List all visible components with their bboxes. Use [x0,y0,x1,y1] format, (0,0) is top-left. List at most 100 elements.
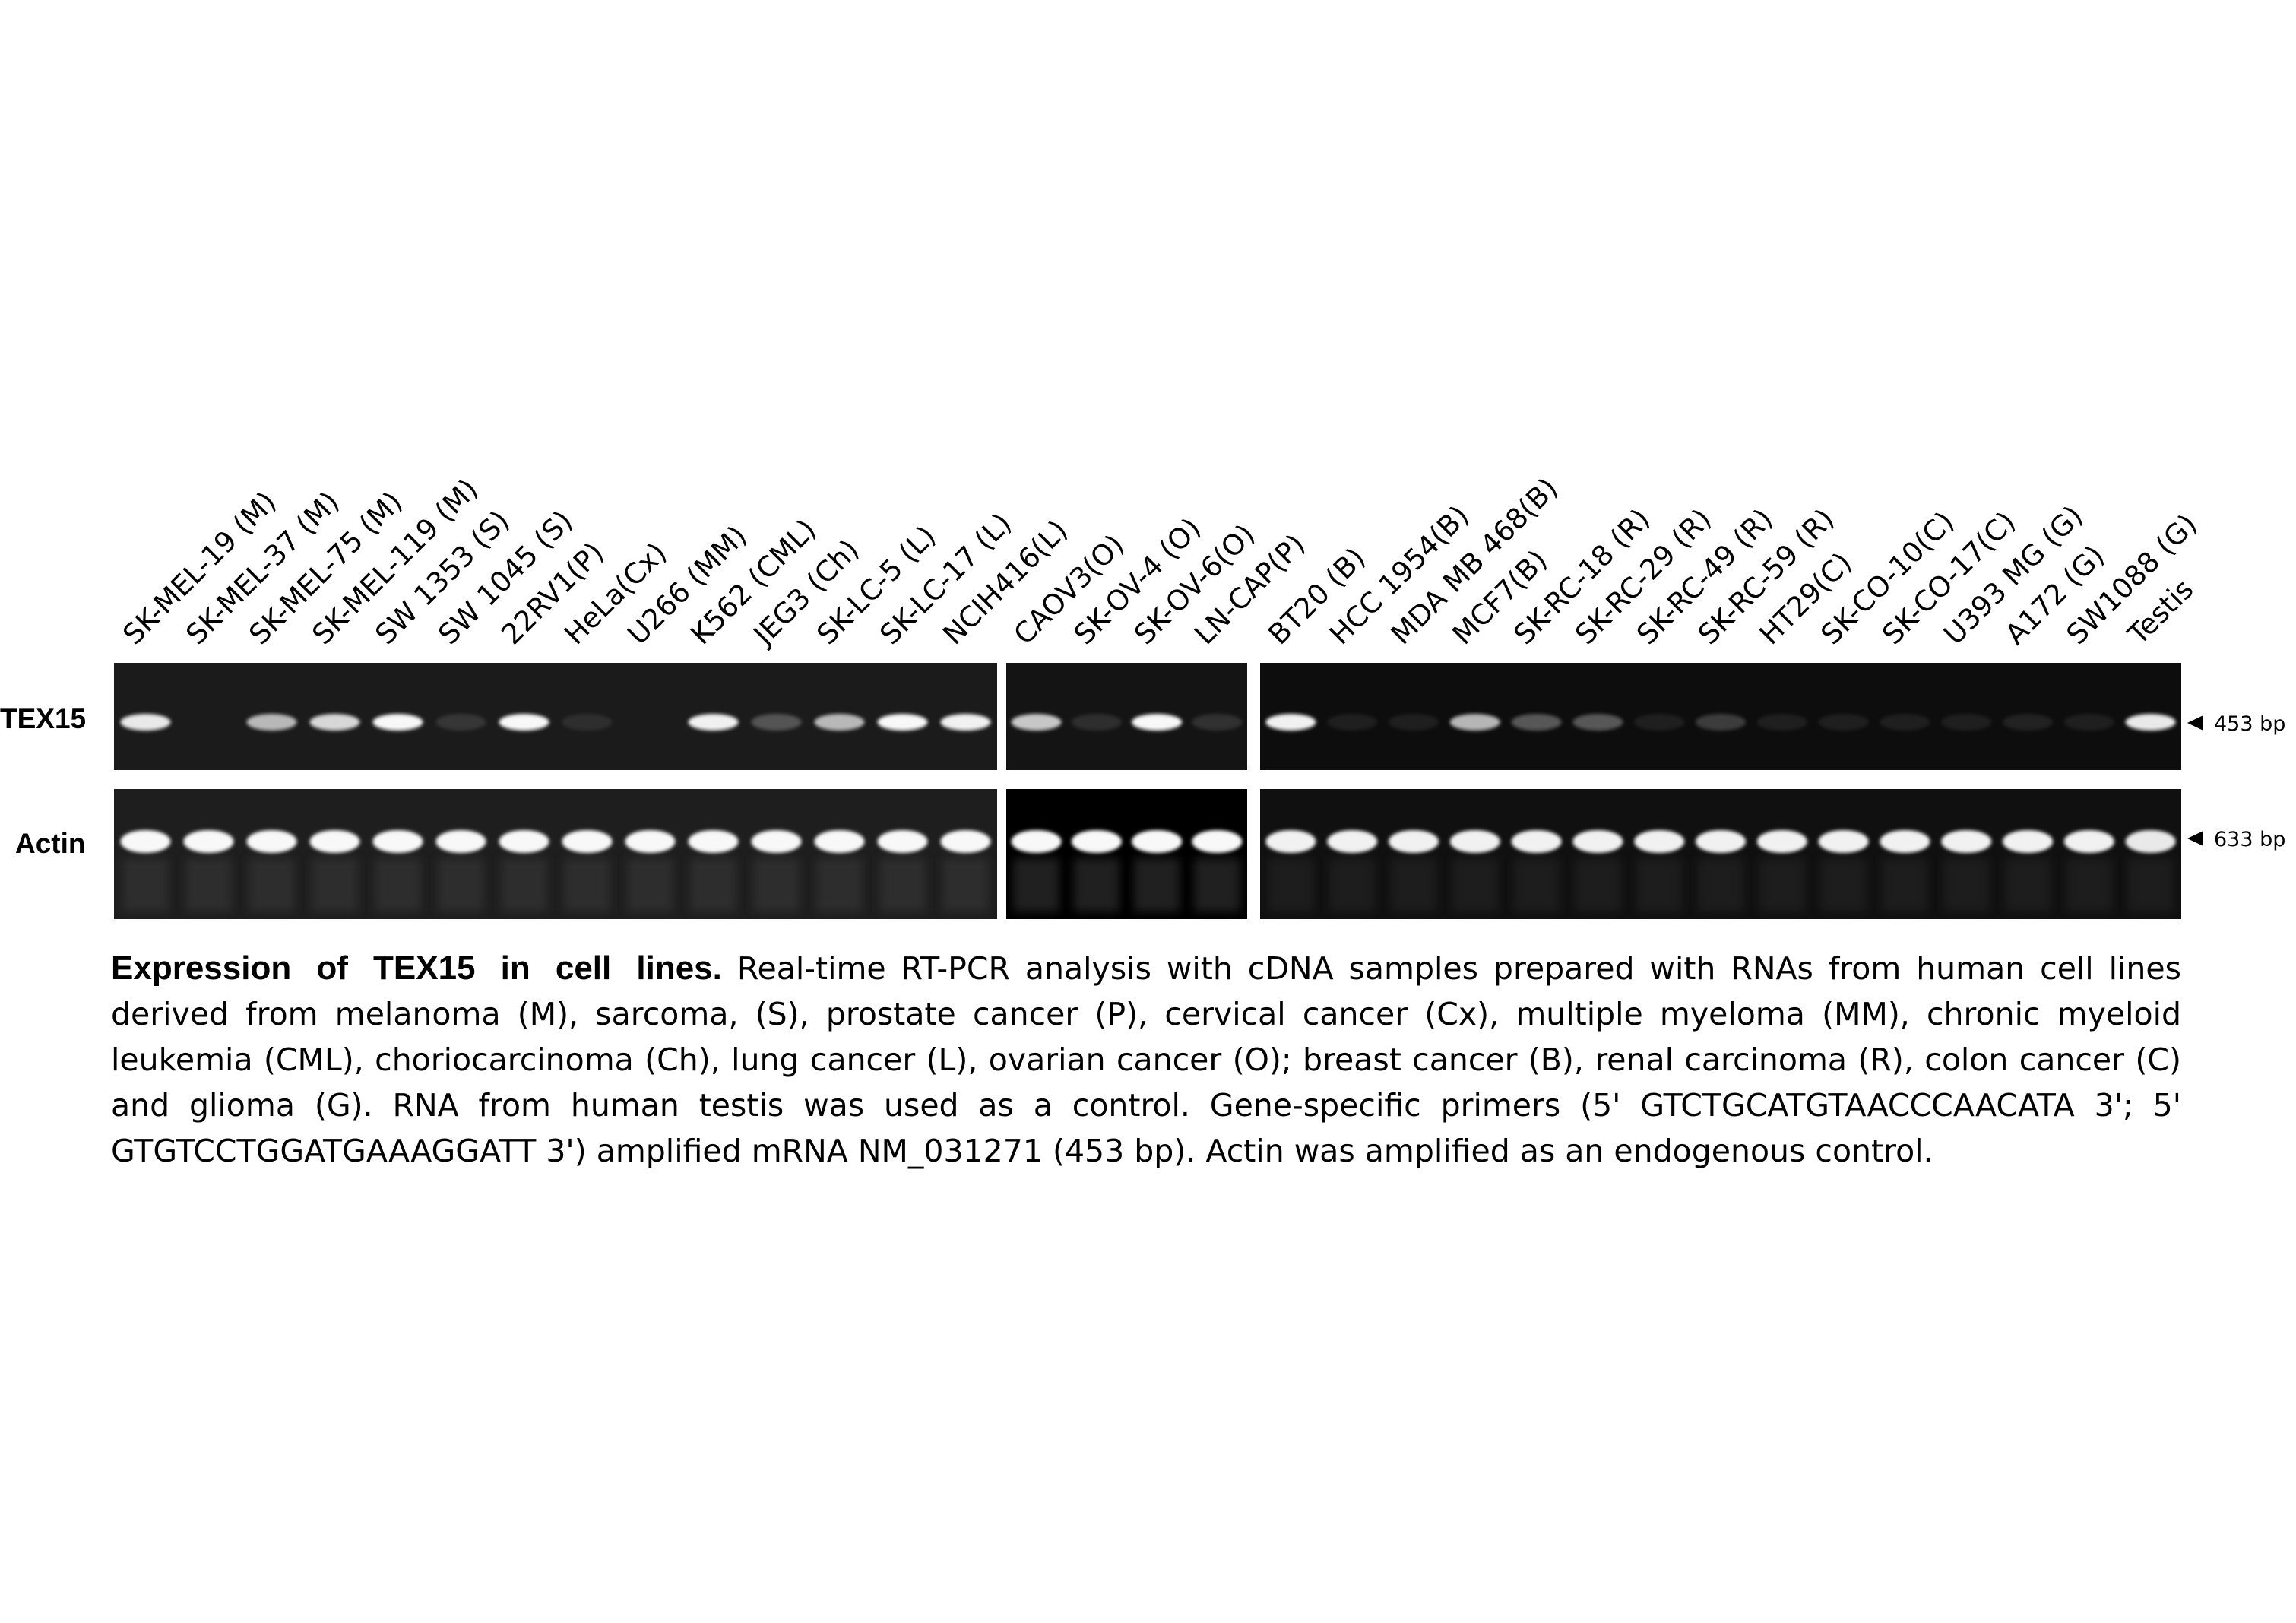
gel-band [435,714,486,731]
lane-smear [1575,858,1621,911]
gel-band [688,830,739,853]
gel-band [2125,714,2176,731]
gel-band [1634,830,1685,853]
gel-band [499,714,549,731]
gel-band [309,714,360,731]
lane-smear [438,858,484,911]
lane-smear [122,858,169,911]
gel-band [1449,714,1500,731]
lane-smear [1943,858,1990,911]
lane-smear [185,858,232,911]
gel-bands [120,714,2176,911]
actin-panel-1 [114,789,997,919]
gel-band [688,714,739,731]
gel-band [814,714,865,731]
gel-band [120,714,171,731]
gel-band [120,830,171,853]
gel-band [1818,830,1869,853]
gel-band [877,714,928,731]
gel-band [246,714,297,731]
lane-smear [1636,858,1683,911]
gel-band [1572,830,1623,853]
gel-band [940,714,991,731]
lane-smear [2127,858,2174,911]
lane-smear [2066,858,2112,911]
gel-band [1941,714,1992,731]
gel-band [1696,714,1746,731]
lane-smear [564,858,610,911]
lane-smear [942,858,989,911]
gel-band [1880,714,1930,731]
lane-smear [375,858,421,911]
lane-smear [753,858,800,911]
lane-smear [1268,858,1314,911]
lane-smear [501,858,547,911]
gel-band [562,714,613,731]
gel-band [1265,830,1316,853]
gel-band [2003,714,2053,731]
gel-band [1011,714,1062,731]
gel-band [940,830,991,853]
lane-smear [1391,858,1436,911]
gel-band [1696,830,1746,853]
gel-band [1880,830,1930,853]
lane-smear [1820,858,1867,911]
gel-band [1192,714,1243,731]
tex15-panel-1 [114,663,997,770]
gel-band [1756,714,1807,731]
gel-band [2063,714,2114,731]
gel-band [1011,830,1062,853]
lane-smear [1013,858,1059,911]
gel-band [1572,714,1623,731]
actin-size-arrow-icon [2187,831,2203,846]
lane-smear [1134,858,1180,911]
gel-band [814,830,865,853]
gel-band [372,714,423,731]
lane-smear [1513,858,1560,911]
tex15-size-label: 453 bp [2214,712,2285,736]
lane-smear [627,858,673,911]
lane-smear [1698,858,1743,911]
actin-row-label: Actin [15,828,86,859]
lane-smear [1759,858,1805,911]
gel-band [1511,830,1562,853]
gel-band [625,830,676,853]
lane-smear [1452,858,1498,911]
gel-band [1818,714,1869,731]
gel-band [435,830,486,853]
gel-band [562,830,613,853]
gel-band [1634,714,1685,731]
gel-band [1265,714,1316,731]
caption-body: Real-time RT-PCR analysis with cDNA samp… [111,950,2181,1169]
gel-band [1071,714,1122,731]
gel-band [751,714,802,731]
gel-band [246,830,297,853]
gel-band [1071,830,1122,853]
gel-band [1756,830,1807,853]
caption-title: Expression of TEX15 in cell lines. [111,949,722,987]
lane-labels: SK-MEL-19 (M)SK-MEL-37 (M)SK-MEL-75 (M)S… [116,471,2203,651]
gel-band [499,830,549,853]
gel-band [751,830,802,853]
gel-band [2125,830,2176,853]
lane-smear [249,858,295,911]
gel-band [1449,830,1500,853]
gel-band [2063,830,2114,853]
gel-band [372,830,423,853]
gel-band [877,830,928,853]
lane-smear [1194,858,1240,911]
gel-band [2003,830,2053,853]
gel-band [309,830,360,853]
lane-smear [879,858,926,911]
gel-band [1941,830,1992,853]
gel-band [1389,830,1439,853]
lane-smear [312,858,358,911]
figure-caption: Expression of TEX15 in cell lines. Real-… [111,946,2181,1174]
lane-smear [816,858,863,911]
gel-band [1389,714,1439,731]
lane-smear [2005,858,2051,911]
gel-band [1132,830,1183,853]
lane-smear [1882,858,1928,911]
gel-band [1327,830,1378,853]
